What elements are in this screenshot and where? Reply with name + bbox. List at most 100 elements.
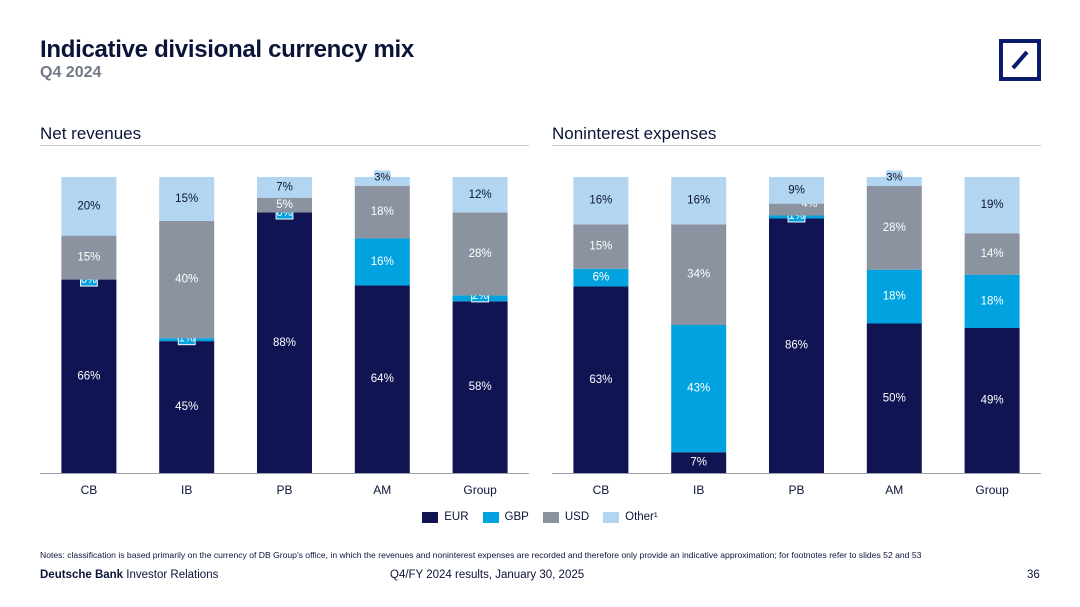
data-label: 3%	[886, 172, 902, 184]
x-tick-label: CB	[593, 483, 610, 497]
data-label: 14%	[981, 248, 1004, 260]
page-title: Indicative divisional currency mix	[40, 36, 414, 63]
legend-label: GBP	[504, 511, 529, 523]
bar-segment-eur-pb	[257, 212, 312, 473]
bar-segment-usd-am	[866, 185, 922, 270]
bar-segment-usd-ib	[671, 224, 727, 325]
x-tick-label: IB	[181, 483, 192, 497]
data-label: 28%	[469, 248, 492, 260]
legend-item-other: Other¹	[603, 511, 658, 523]
data-label: 40%	[175, 274, 198, 286]
data-label: 18%	[371, 206, 394, 218]
legend-swatch-usd	[542, 511, 559, 523]
data-label: 15%	[589, 241, 612, 253]
footnote-text: Notes: classification is based primarily…	[40, 550, 922, 560]
data-label: 18%	[981, 295, 1004, 307]
x-tick-label: AM	[373, 483, 391, 497]
chart-legend: EUR GBP USD Other¹	[0, 511, 1080, 523]
divider	[40, 145, 529, 146]
bar-segment-other-group	[964, 177, 1020, 234]
data-label: 16%	[687, 195, 710, 207]
x-tick-label: AM	[885, 483, 903, 497]
noninterest-expenses-chart: 63%6%15%16%CB7%43%34%16%IB86%1%4%9%PB50%…	[552, 170, 1041, 497]
legend-swatch-eur	[422, 511, 439, 523]
data-label: 20%	[77, 200, 100, 212]
bar-segment-eur-cb	[61, 279, 117, 473]
data-label: 18%	[883, 291, 906, 303]
data-label-badge	[373, 170, 391, 184]
bar-segment-usd-cb	[61, 235, 117, 280]
data-label: 15%	[77, 252, 100, 264]
x-tick-label: PB	[788, 483, 804, 497]
x-tick-label: IB	[693, 483, 704, 497]
bar-segment-usd-pb	[769, 203, 824, 216]
data-label: 28%	[883, 222, 906, 234]
legend-label: Other¹	[625, 511, 658, 523]
data-label: 86%	[785, 340, 808, 352]
chart-title-net-revenues: Net revenues	[40, 124, 142, 143]
bar-segment-eur-group	[452, 301, 508, 473]
bar-segment-other-ib	[671, 177, 727, 225]
x-tick-label: Group	[975, 483, 1009, 497]
data-label: 19%	[981, 199, 1004, 211]
legend-label: EUR	[444, 511, 469, 523]
data-label: 16%	[589, 195, 612, 207]
legend-item-gbp: GBP	[482, 511, 529, 523]
legend-item-usd: USD	[542, 511, 590, 523]
data-label: 7%	[276, 181, 293, 193]
page-subtitle: Q4 2024	[40, 64, 102, 81]
footer-presentation-info: Q4/FY 2024 results, January 30, 2025	[390, 569, 585, 581]
bar-segment-usd-am	[354, 185, 410, 239]
bar-segment-gbp-am	[866, 269, 922, 324]
x-tick-label: Group	[463, 483, 497, 497]
x-tick-label: CB	[81, 483, 98, 497]
bar-segment-gbp-am	[354, 238, 410, 286]
bar-segment-usd-group	[452, 212, 508, 296]
bar-segment-other-cb	[573, 177, 629, 225]
data-label: 45%	[175, 401, 198, 413]
legend-item-eur: EUR	[422, 511, 469, 523]
data-label: 16%	[371, 256, 394, 268]
bar-segment-gbp-cb	[573, 268, 629, 287]
data-label: 58%	[469, 381, 492, 393]
bar-segment-other-pb	[769, 177, 824, 204]
bar-segment-other-cb	[61, 177, 117, 236]
footer-brand-rest: Investor Relations	[123, 569, 219, 581]
x-tick-label: PB	[276, 483, 292, 497]
data-label: 34%	[687, 269, 710, 281]
bar-segment-eur-group	[964, 327, 1020, 473]
bar-segment-eur-am	[866, 323, 922, 473]
bar-segment-usd-pb	[257, 197, 312, 213]
bar-segment-usd-cb	[573, 224, 629, 269]
data-label: 43%	[687, 383, 710, 395]
legend-swatch-other	[603, 511, 620, 523]
bar-segment-gbp-ib	[671, 325, 727, 453]
data-label: 63%	[589, 374, 612, 386]
data-label: 15%	[175, 193, 198, 205]
data-label: 9%	[788, 184, 805, 196]
data-label: 12%	[469, 189, 492, 201]
bar-segment-other-group	[452, 177, 508, 213]
bar-segment-eur-pb	[769, 218, 824, 473]
bar-segment-eur-am	[354, 285, 410, 473]
data-label: 88%	[273, 337, 296, 349]
data-label: 66%	[77, 370, 100, 382]
divider	[552, 145, 1041, 146]
bar-segment-gbp-group	[964, 274, 1020, 328]
deutsche-bank-logo-icon	[999, 39, 1041, 81]
data-label: 50%	[883, 392, 906, 404]
page-number: 36	[1027, 569, 1040, 581]
chart-title-noninterest-expenses: Noninterest expenses	[552, 124, 717, 143]
data-label: 49%	[981, 394, 1004, 406]
data-label-badge	[885, 170, 903, 184]
bar-segment-eur-ib	[671, 452, 727, 473]
data-label: 3%	[374, 172, 390, 184]
data-label: 64%	[371, 373, 394, 385]
footer-brand-bold: Deutsche Bank	[40, 569, 124, 581]
data-label: 5%	[276, 199, 293, 211]
footer-brand: Deutsche Bank Investor Relations	[40, 569, 218, 581]
legend-label: USD	[564, 511, 590, 523]
net-revenues-chart: 66%0%15%20%CB45%1%40%15%IB88%0%5%7%PB64%…	[40, 170, 529, 497]
legend-swatch-gbp	[482, 511, 499, 523]
bar-segment-usd-ib	[159, 220, 215, 339]
